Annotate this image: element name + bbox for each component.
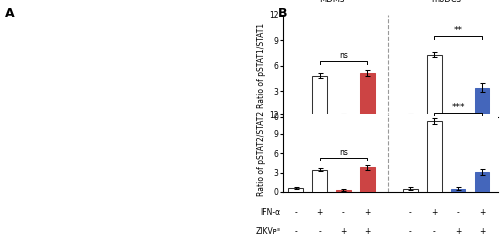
Text: +: + [340, 227, 346, 236]
Y-axis label: Ratio of pSTAT1/STAT1: Ratio of pSTAT1/STAT1 [257, 23, 266, 108]
Bar [474, 172, 490, 192]
Bar [450, 115, 466, 117]
Text: -: - [409, 208, 412, 217]
Text: IFN-α: IFN-α [260, 208, 280, 217]
Bar [403, 189, 417, 192]
Text: +: + [316, 208, 322, 217]
Text: **: ** [454, 26, 462, 35]
Text: +: + [455, 227, 462, 236]
Text: -: - [294, 227, 297, 236]
Bar [288, 116, 303, 117]
Text: -: - [342, 208, 345, 217]
Bar [427, 121, 442, 192]
Text: MDMs: MDMs [319, 0, 344, 4]
Text: -: - [294, 208, 297, 217]
Text: +: + [479, 208, 485, 217]
Text: +: + [431, 208, 438, 217]
Text: -: - [433, 227, 436, 236]
Text: A: A [5, 7, 15, 20]
Bar [474, 88, 490, 117]
Text: moDCs: moDCs [431, 0, 461, 4]
Text: ZIKVᴘᴲ: ZIKVᴘᴲ [256, 227, 280, 236]
Bar [360, 167, 374, 192]
Bar [336, 115, 351, 117]
Bar [336, 190, 351, 192]
Text: ns: ns [339, 51, 348, 60]
Bar [312, 76, 327, 117]
Bar [450, 189, 466, 192]
Text: +: + [364, 227, 370, 236]
Text: ns: ns [339, 148, 348, 157]
Text: -: - [318, 227, 321, 236]
Text: +: + [364, 208, 370, 217]
Text: -: - [456, 208, 460, 217]
Text: B: B [278, 7, 287, 20]
Text: ***: *** [452, 103, 465, 112]
Bar [427, 55, 442, 117]
Text: +: + [479, 227, 485, 236]
Text: -: - [409, 227, 412, 236]
Bar [312, 170, 327, 192]
Y-axis label: Ratio of pSTAT2/STAT2: Ratio of pSTAT2/STAT2 [257, 111, 266, 196]
Bar [403, 115, 417, 117]
Bar [288, 188, 303, 192]
Bar [360, 73, 374, 117]
